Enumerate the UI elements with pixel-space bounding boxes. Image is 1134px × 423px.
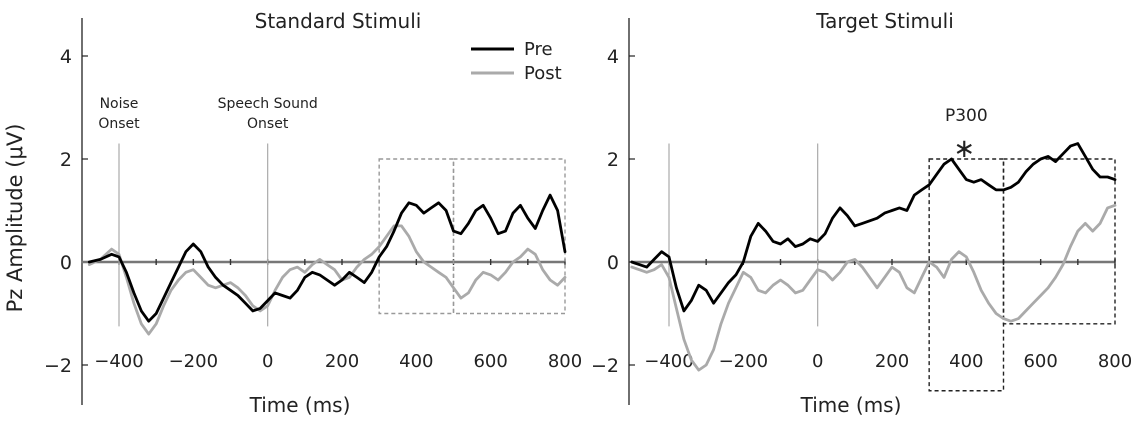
y-tick-label: 0 [60,252,72,274]
y-tick-label: −2 [44,355,72,377]
series-line-post [87,224,567,336]
x-axis-label: Time (ms) [800,393,902,417]
y-tick-label: 2 [60,149,72,171]
x-tick-label: 600 [1023,351,1057,372]
y-tick-label: 2 [607,149,619,171]
chart-title: Target Stimuli [815,9,954,33]
y-tick-label: −2 [591,355,619,377]
series-line-pre [87,193,567,323]
legend-label-pre: Pre [524,39,553,60]
y-tick-label: 0 [607,252,619,274]
x-axis-label: Time (ms) [249,393,351,417]
y-tick-label: 4 [60,46,72,68]
x-tick-label: 400 [949,351,983,372]
annotation-noise-onset: Noise [100,96,139,112]
annotation-noise-onset: Onset [98,116,140,132]
y-tick-label: 4 [607,46,619,68]
y-axis-label: Pz Amplitude (μV) [3,124,27,313]
x-tick-label: 400 [399,351,433,372]
annotation-significance-star: ∗ [953,134,975,164]
x-tick-label: −400 [94,351,143,372]
legend-label-post: Post [524,63,562,84]
x-tick-label: 200 [325,351,359,372]
panel-standard-stimuli: Standard Stimuli −2 0 2 4 −400 −200 0 200 400 600 8… [44,9,582,417]
x-tick-label: 800 [548,351,582,372]
annotation-p300: P300 [945,106,988,126]
legend: Pre Post [471,39,562,84]
x-tick-label: 0 [812,351,823,372]
series-line-pre [630,142,1117,313]
annotation-speech-onset: Speech Sound [218,96,318,112]
analysis-window-box [378,158,455,315]
x-tick-label: 200 [875,351,909,372]
x-tick-label: −200 [719,351,768,372]
analysis-window-box [1002,158,1116,325]
x-tick-label: 0 [262,351,273,372]
x-tick-label: −200 [169,351,218,372]
annotation-speech-onset: Onset [247,116,289,132]
x-tick-label: 800 [1098,351,1132,372]
chart-title: Standard Stimuli [255,9,422,33]
panel-target-stimuli: Target Stimuli −2 0 2 4 −400 −200 0 200 400 600 800… [591,9,1132,417]
x-tick-label: −400 [644,351,693,372]
x-tick-label: 600 [473,351,507,372]
series-line-post [630,203,1117,372]
